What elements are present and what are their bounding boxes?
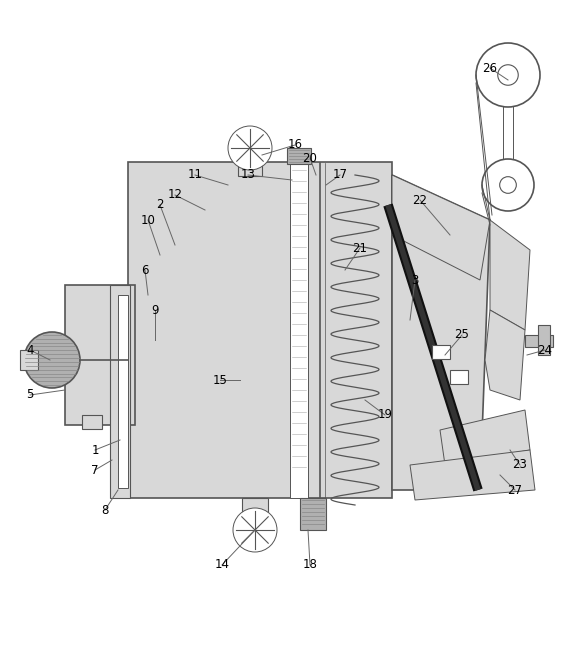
Text: 18: 18	[302, 558, 318, 571]
Text: 4: 4	[26, 343, 34, 357]
Text: 15: 15	[213, 374, 227, 387]
Text: 23: 23	[512, 458, 528, 471]
Text: 21: 21	[352, 242, 368, 255]
Circle shape	[24, 332, 80, 388]
Circle shape	[500, 177, 516, 193]
Circle shape	[228, 126, 272, 170]
Polygon shape	[410, 450, 535, 500]
Bar	[65, 285, 135, 425]
Circle shape	[498, 65, 518, 86]
Text: 1: 1	[91, 443, 99, 456]
Circle shape	[482, 159, 534, 211]
Bar	[110, 285, 130, 498]
Bar	[238, 162, 262, 176]
Text: 10: 10	[141, 214, 155, 227]
Text: 7: 7	[91, 464, 99, 477]
Text: 11: 11	[187, 168, 203, 182]
Text: 13: 13	[240, 168, 256, 182]
Text: 12: 12	[168, 189, 182, 202]
Text: 6: 6	[141, 264, 149, 276]
Bar	[118, 295, 128, 488]
Bar	[300, 498, 326, 530]
Bar	[538, 325, 550, 355]
Bar	[82, 415, 102, 429]
Text: 14: 14	[215, 558, 230, 571]
Polygon shape	[485, 310, 525, 400]
Text: 3: 3	[412, 274, 419, 287]
Circle shape	[476, 43, 540, 107]
Bar	[20, 350, 38, 370]
Polygon shape	[392, 175, 490, 490]
Text: 24: 24	[538, 343, 552, 357]
Bar	[287, 148, 311, 164]
Circle shape	[233, 508, 277, 552]
Text: 2: 2	[157, 199, 164, 212]
Polygon shape	[490, 220, 530, 330]
Bar	[432, 345, 450, 359]
Bar	[450, 370, 468, 384]
Bar	[525, 335, 553, 347]
Bar	[128, 162, 392, 498]
Text: 27: 27	[507, 483, 522, 496]
Text: 22: 22	[413, 193, 427, 206]
Text: 19: 19	[378, 409, 392, 421]
Polygon shape	[392, 175, 490, 280]
Bar	[242, 498, 268, 512]
Text: 5: 5	[26, 389, 34, 402]
Bar	[290, 162, 308, 498]
Text: 26: 26	[482, 61, 498, 74]
Text: 17: 17	[333, 168, 347, 182]
Text: 8: 8	[101, 503, 109, 517]
Text: 9: 9	[151, 304, 159, 317]
Polygon shape	[440, 410, 530, 465]
Text: 20: 20	[302, 151, 318, 165]
Text: 25: 25	[454, 328, 470, 342]
Text: 16: 16	[288, 138, 302, 151]
